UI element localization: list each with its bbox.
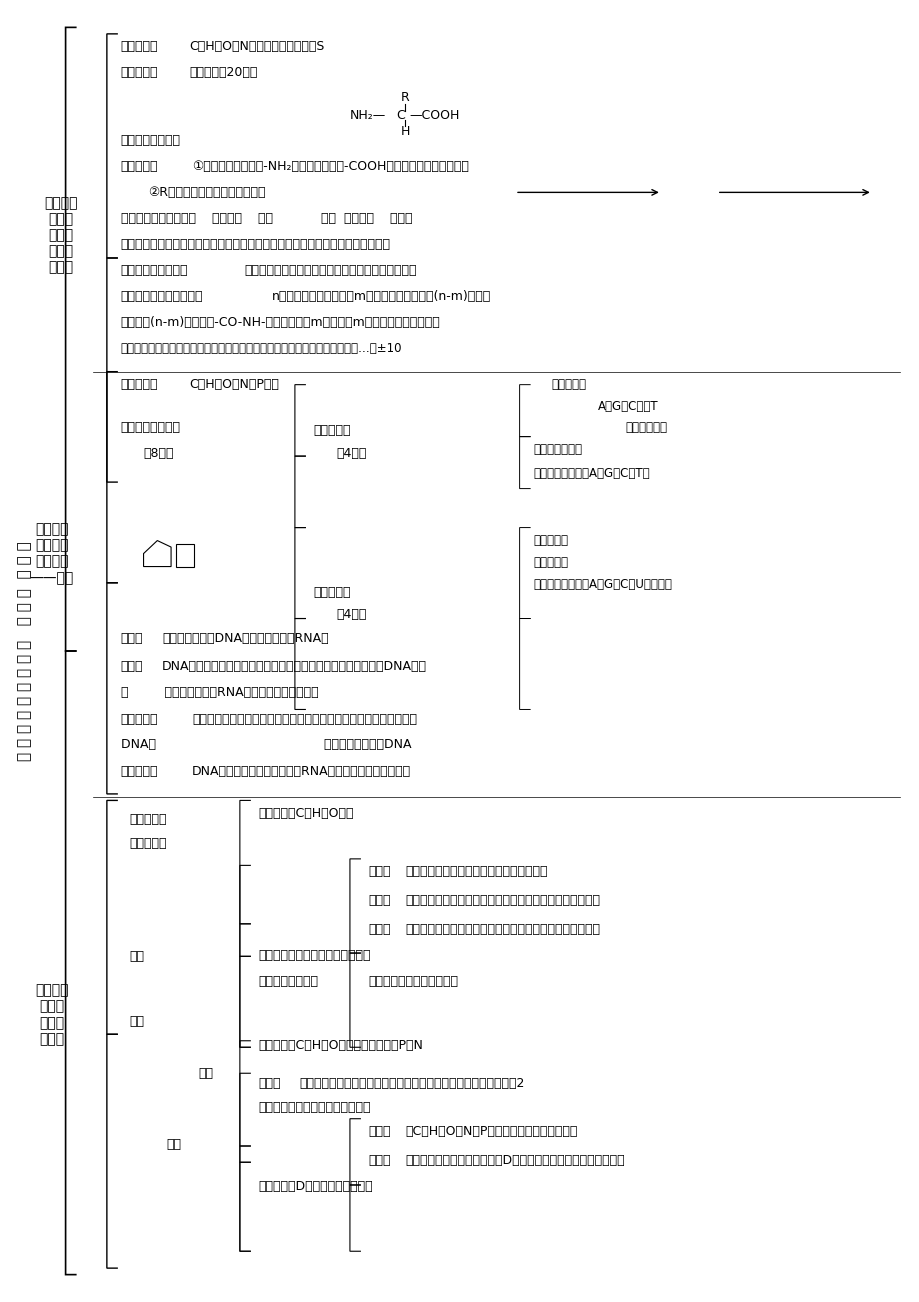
Text: 核糖核苷酸: 核糖核苷酸: [312, 586, 350, 599]
Text: DNA在真核细胞中主要在细胞核中，线粒体、叶绿体中也有少量DNA，原: DNA在真核细胞中主要在细胞核中，线粒体、叶绿体中也有少量DNA，原: [162, 660, 426, 673]
Text: 脱氧核苷酸: 脱氧核苷酸: [312, 423, 350, 436]
Text: 一分子含氮碱基（A、G、C、T）: 一分子含氮碱基（A、G、C、T）: [533, 466, 650, 479]
Text: 多糖：: 多糖：: [368, 923, 391, 936]
Text: 第二节：
生命活
动的承
担着一
蛋白质: 第二节： 生命活 动的承 担着一 蛋白质: [44, 195, 78, 275]
Text: 是水解后能生成许多单糖的糖。如：淀粉、纤维素、糖原。: 是水解后能生成许多单糖的糖。如：淀粉、纤维素、糖原。: [404, 923, 599, 936]
Text: 蛋白质多样的原因：氨基酸的种类、数目、排列顺序不同，多肽链的空间结构不同: 蛋白质多样的原因：氨基酸的种类、数目、排列顺序不同，多肽链的空间结构不同: [120, 238, 391, 251]
Text: H: H: [400, 125, 409, 138]
Text: 第三节：
遗传信息
的携带者
——核酸: 第三节： 遗传信息 的携带者 ——核酸: [29, 522, 74, 585]
Text: 蛋白质的主要功能：: 蛋白质的主要功能：: [120, 264, 187, 277]
Text: 基本单位：: 基本单位：: [120, 66, 158, 79]
Text: C: C: [395, 109, 404, 122]
Text: 是水解后能生成两分子单糖的糖。如：蔗糖、麦芽糖、乳糖: 是水解后能生成两分子单糖的糖。如：蔗糖、麦芽糖、乳糖: [404, 894, 599, 907]
Text: 第四节：
细胞中
的糖类
和脂质: 第四节： 细胞中 的糖类 和脂质: [35, 983, 69, 1046]
Text: 生 命 活 动 的 物 质 基 础   第 二 章  第 三 章: 生 命 活 动 的 物 质 基 础 第 二 章 第 三 章: [17, 542, 32, 760]
Text: （C、H、O、N、P）构成生物膜的重要成分；: （C、H、O、N、P）构成生物膜的重要成分；: [404, 1125, 577, 1138]
Text: 磷脂：: 磷脂：: [368, 1125, 391, 1138]
Text: ①至少有一个氨基（-NH₂）和一个羧基（-COOH）连在同一个碳原子上；: ①至少有一个氨基（-NH₂）和一个羧基（-COOH）连在同一个碳原子上；: [192, 160, 469, 173]
Text: 一分子磷酸: 一分子磷酸: [551, 378, 586, 391]
Text: C、H、O、N、P五种: C、H、O、N、P五种: [189, 378, 279, 391]
Text: 氨基酸（约20种）: 氨基酸（约20种）: [189, 66, 257, 79]
Text: 一分子磷酸: 一分子磷酸: [533, 534, 568, 547]
Text: 结构特点：: 结构特点：: [120, 160, 158, 173]
Text: C、H、O、N，大多数蛋白质含有S: C、H、O、N，大多数蛋白质含有S: [189, 40, 324, 53]
Text: 包括胆固醇、性激素、维生素D等，胆固醇是构成细胞膜的重要成: 包括胆固醇、性激素、维生素D等，胆固醇是构成细胞膜的重要成: [404, 1154, 624, 1167]
Text: NH₂—: NH₂—: [349, 109, 386, 122]
Text: 分，维生素D促进钙和磷的吸收。: 分，维生素D促进钙和磷的吸收。: [258, 1180, 372, 1193]
Text: R: R: [400, 91, 409, 104]
Text: 细胞内良好的储能物质；与糖类相同质量的脂肪储存能量是糖类的2: 细胞内良好的储能物质；与糖类相同质量的脂肪储存能量是糖类的2: [300, 1077, 525, 1090]
Text: DNA用甲基绿染色变成绿色；RNA用吡咯红染色变成红色。: DNA用甲基绿染色变成绿色；RNA用吡咯红染色变成红色。: [192, 766, 411, 779]
Text: 一分子脱氧核糖: 一分子脱氧核糖: [533, 443, 582, 456]
Text: 元素组成：: 元素组成：: [120, 378, 158, 391]
Text: 组成元素：C、H、O三种: 组成元素：C、H、O三种: [258, 807, 353, 820]
Text: （8种）: （8种）: [143, 447, 174, 460]
Text: 脂肪: 脂肪: [199, 1066, 213, 1079]
Text: 相对分子质量之和减去脱去水分子质量之和，即为蛋白质的相对分子质量。（…）±10: 相对分子质量之和减去脱去水分子质量之和，即为蛋白质的相对分子质量。（…）±10: [120, 342, 402, 354]
Text: 脱氧核糖核酸（DNA）、核糖核酸（RNA）: 脱氧核糖核酸（DNA）、核糖核酸（RNA）: [162, 631, 328, 644]
Text: 氨基酸结构通式：: 氨基酸结构通式：: [120, 134, 180, 147]
Text: ②R基不同导致氨基酸种类不同。: ②R基不同导致氨基酸种类不同。: [148, 186, 266, 199]
Text: 生理功能：: 生理功能：: [120, 713, 158, 727]
Text: （草包兄弟）: （草包兄弟）: [624, 421, 666, 434]
Text: 种类: 种类: [166, 1138, 181, 1151]
Text: 催化、结构物质、运输、免疫、调节（催狗运面条）: 催化、结构物质、运输、免疫、调节（催狗运面条）: [244, 264, 416, 277]
Text: 一分子核糖: 一分子核糖: [533, 556, 568, 569]
Text: 倍保温、减少摩擦、缓冲和减压。: 倍保温、减少摩擦、缓冲和减压。: [258, 1100, 370, 1113]
Text: 可溶性还原性糖：: 可溶性还原性糖：: [258, 974, 318, 987]
Text: A腺G鸟C胞胸T: A腺G鸟C胞胸T: [597, 400, 657, 413]
Text: 的能源物质: 的能源物质: [130, 837, 167, 850]
Text: 脂质: 脂质: [130, 1014, 144, 1027]
Text: 核         细胞在拟核中；RNA主要分布在细胞质中。: 核 细胞在拟核中；RNA主要分布在细胞质中。: [120, 686, 318, 699]
Text: 基本单位：核苷酸: 基本单位：核苷酸: [120, 421, 180, 434]
Text: 脂肪：: 脂肪：: [258, 1077, 280, 1090]
Text: 元素组成：: 元素组成：: [120, 40, 158, 53]
Text: （4种）: （4种）: [335, 608, 366, 621]
Text: DNA，                                          病毒的遗传信息是DNA: DNA， 病毒的遗传信息是DNA: [120, 738, 411, 751]
Text: 储存遗传信息，控制蛋白质的合成。（原核真核生物的遗传信息都是: 储存遗传信息，控制蛋白质的合成。（原核真核生物的遗传信息都是: [192, 713, 416, 727]
Text: 种类: 种类: [130, 950, 144, 962]
Text: 不能再水解的糖。如葡萄糖、果糖、核糖。: 不能再水解的糖。如葡萄糖、果糖、核糖。: [404, 866, 547, 879]
Text: 一分子含氮碱基（A、G、C、U尿嘧啶）: 一分子含氮碱基（A、G、C、U尿嘧啶）: [533, 578, 672, 591]
Text: 蛋白质的形成：氨基酸    脱水缩合    二肽            多肽  盘曲折叠    蛋白质: 蛋白质的形成：氨基酸 脱水缩合 二肽 多肽 盘曲折叠 蛋白质: [120, 212, 412, 225]
Text: 固醇：: 固醇：: [368, 1154, 391, 1167]
Text: 多糖的基本组成单位都是葡萄糖。: 多糖的基本组成单位都是葡萄糖。: [258, 949, 370, 961]
Text: 种类：: 种类：: [120, 631, 143, 644]
Text: n个氨基酸脱水缩合形成m条多肽链时，共脱去(n-m)个水分: n个氨基酸脱水缩合形成m条多肽链时，共脱去(n-m)个水分: [272, 290, 491, 303]
Text: 组成元素：C、H、O，有的脂质还含有P和N: 组成元素：C、H、O，有的脂质还含有P和N: [258, 1039, 423, 1052]
Text: 单糖：: 单糖：: [368, 866, 391, 879]
Text: （4种）: （4种）: [335, 447, 366, 460]
Text: 分布：: 分布：: [120, 660, 143, 673]
Text: 物质鉴定：: 物质鉴定：: [120, 766, 158, 779]
Text: 二糖：: 二糖：: [368, 894, 391, 907]
Text: 葡萄糖、果糖、麦芽糖等。: 葡萄糖、果糖、麦芽糖等。: [368, 974, 458, 987]
Text: 糖类：主要: 糖类：主要: [130, 814, 167, 827]
Text: 子，形成(n-m)个肽键（-CO-NH-），至少存在m个氨基和m个羧基，每个氨基酸的: 子，形成(n-m)个肽键（-CO-NH-），至少存在m个氨基和m个羧基，每个氨基…: [120, 316, 440, 329]
Text: 蛋白质的有关计算规律：: 蛋白质的有关计算规律：: [120, 290, 203, 303]
Text: —COOH: —COOH: [409, 109, 460, 122]
